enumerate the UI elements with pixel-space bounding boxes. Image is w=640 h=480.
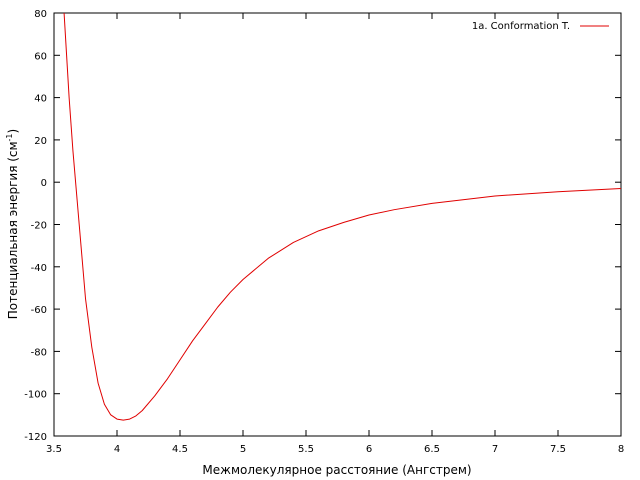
x-tick-label: 6.5 [424, 444, 440, 455]
y-tick-label: -40 [31, 263, 47, 274]
x-tick-label: 5 [240, 444, 246, 455]
y-axis-label-superscript: -1 [5, 133, 14, 141]
x-tick-label: 5.5 [298, 444, 314, 455]
y-tick-label: -100 [24, 390, 47, 401]
y-axis-label-main: Потенциальная энергия (см [6, 141, 20, 319]
legend-label: 1a. Conformation T. [472, 21, 570, 32]
x-tick-label: 8 [618, 444, 624, 455]
y-tick-label: 60 [34, 51, 47, 62]
series-line [63, 12, 622, 421]
y-axis-ticks: -120 -100 -80 -60 -40 -20 0 20 40 60 80 [24, 9, 621, 443]
y-tick-label: -120 [24, 432, 47, 443]
x-tick-label: 7 [492, 444, 498, 455]
series-layer [63, 12, 622, 421]
y-tick-label: 80 [34, 9, 47, 20]
x-tick-label: 3.5 [46, 444, 62, 455]
x-tick-label: 4 [114, 444, 120, 455]
x-tick-label: 4.5 [172, 444, 188, 455]
y-tick-label: 20 [34, 136, 47, 147]
y-axis-label: Потенциальная энергия (см-1) [5, 129, 20, 319]
y-tick-label: 0 [41, 178, 47, 189]
x-axis-ticks: 3.5 4 4.5 5 5.5 6 6.5 7 7.5 8 [46, 13, 624, 455]
y-tick-label: -80 [31, 347, 47, 358]
y-tick-label: -20 [31, 221, 47, 232]
y-tick-label: 40 [34, 94, 47, 105]
x-tick-label: 7.5 [550, 444, 566, 455]
legend: 1a. Conformation T. [472, 21, 609, 32]
x-axis-label: Межмолекулярное расстояние (Ангстрем) [202, 463, 471, 477]
y-tick-label: -60 [31, 305, 47, 316]
x-tick-label: 6 [366, 444, 372, 455]
y-axis-label-tail: ) [6, 129, 20, 134]
